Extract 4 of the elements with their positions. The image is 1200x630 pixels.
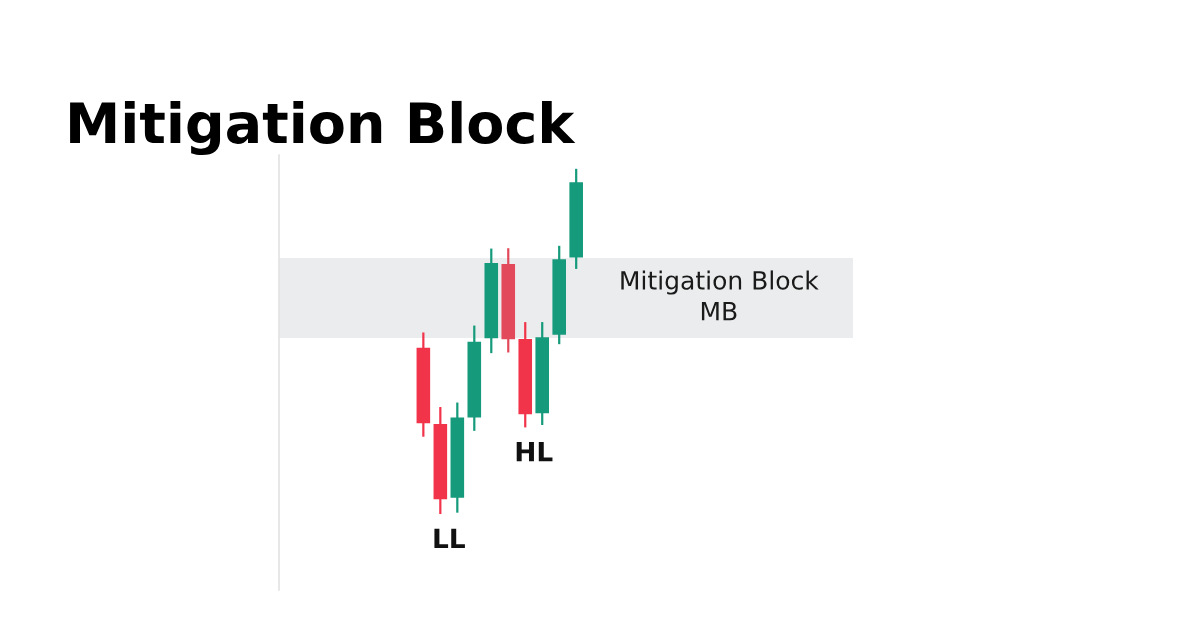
band-label: Mitigation Block MB <box>621 270 819 321</box>
annotation: HL <box>516 442 553 462</box>
chart-title: Mitigation Block <box>70 100 576 156</box>
text: LL <box>434 528 465 548</box>
